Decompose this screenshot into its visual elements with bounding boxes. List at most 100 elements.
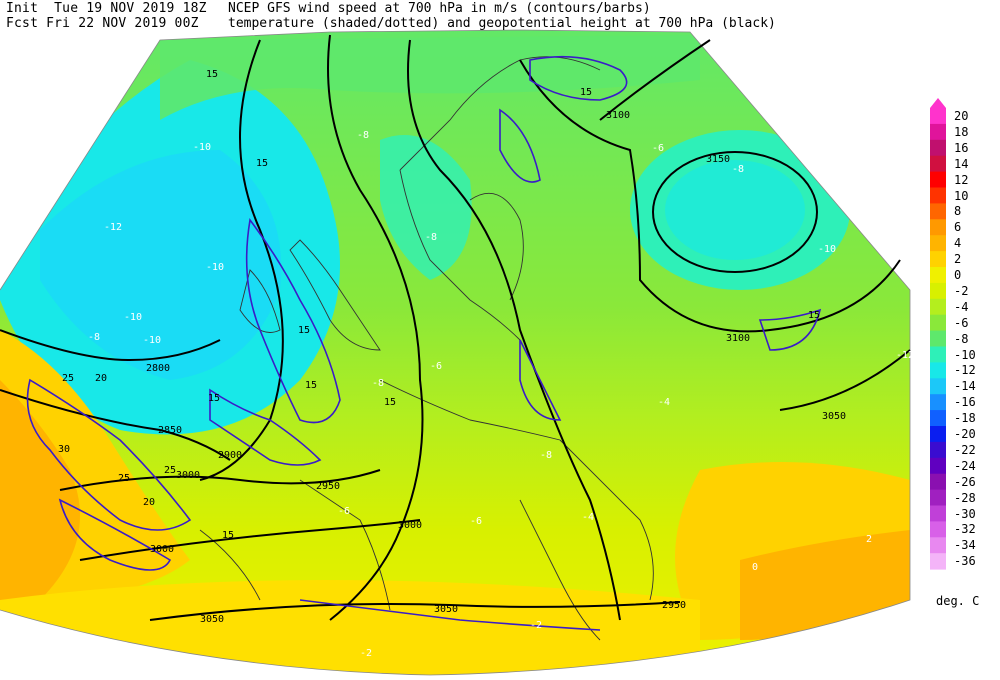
colorbar-level-label: 16: [954, 140, 969, 155]
temp-label: -10: [124, 312, 142, 323]
colorbar-level-label: -24: [954, 458, 976, 473]
temp-label: -2: [360, 648, 372, 659]
colorbar-level-label: -8: [954, 331, 969, 346]
map-subtitle: temperature (shaded/dotted) and geopoten…: [228, 16, 776, 31]
temp-label: -10: [193, 142, 211, 153]
colorbar-swatch: [930, 139, 946, 157]
height-label: 2850: [158, 425, 182, 436]
colorbar-level-label: -14: [954, 379, 976, 394]
colorbar-level-label: 8: [954, 204, 962, 219]
height-label: 3050: [434, 604, 458, 615]
colorbar-level-label: 4: [954, 236, 962, 251]
height-label: 2800: [146, 363, 170, 374]
colorbar-swatch: [930, 410, 946, 427]
colorbar-unit: deg. C: [936, 594, 980, 608]
colorbar-level-label: -34: [954, 538, 976, 553]
colorbar-swatch: [930, 314, 946, 332]
temp-label: -12: [896, 350, 914, 361]
colorbar-swatch: [930, 298, 946, 316]
colorbar-swatch: [930, 489, 946, 506]
colorbar-swatch: [930, 282, 946, 300]
colorbar-swatch: [930, 267, 946, 284]
colorbar-swatch: [930, 235, 946, 252]
colorbar-swatch: [930, 362, 946, 379]
temp-label: -4: [582, 512, 594, 523]
height-label: 2950: [662, 600, 686, 611]
colorbar-swatch: [930, 251, 946, 268]
colorbar-level-label: -28: [954, 490, 976, 505]
colorbar-level-label: 12: [954, 172, 969, 187]
coastlines: [199, 56, 654, 641]
height-label: 3100: [726, 333, 750, 344]
temp-label: -8: [425, 232, 437, 243]
colorbar-level-label: -20: [954, 427, 976, 441]
wind-label: 25: [164, 465, 176, 476]
height-label: 2950: [316, 481, 340, 492]
colorbar-swatch: [930, 123, 946, 141]
colorbar-swatch: [930, 441, 946, 459]
colorbar-level-label: -32: [954, 522, 976, 537]
colorbar-level-label: 20: [954, 109, 969, 123]
height-label: 3000: [398, 520, 422, 531]
colorbar-level-label: -10: [954, 347, 976, 362]
wind-contours: [26, 55, 822, 631]
colorbar-swatch: [930, 187, 946, 204]
wind-label: 15: [580, 87, 592, 98]
height-label: 2900: [218, 450, 242, 461]
temp-label: 0: [752, 562, 758, 573]
height-label: 3000: [150, 544, 174, 555]
height-label: 3050: [822, 411, 846, 422]
colorbar-swatch: [930, 457, 946, 475]
colorbar-level-label: 18: [954, 124, 969, 139]
colorbar-swatch: [930, 505, 946, 522]
wind-label: 15: [222, 530, 234, 541]
height-labels: 3100 3150 3100 3050 3000 2950 2900 2850 …: [146, 110, 846, 625]
temp-label: -6: [338, 506, 350, 517]
colorbar-swatch: [930, 521, 946, 538]
map-boundary: [0, 29, 911, 676]
wind-label: 20: [95, 373, 107, 384]
forecast-time: Fcst Fri 22 NOV 2019 00Z: [6, 16, 199, 31]
colorbar-level-label: -22: [954, 442, 976, 457]
height-label: 3050: [200, 614, 224, 625]
temp-label: -8: [357, 130, 369, 141]
colorbar-level-label: -26: [954, 474, 976, 489]
wind-label: 15: [808, 310, 820, 321]
colorbar-level-label: 14: [954, 156, 969, 171]
wind-label: 25: [118, 473, 130, 484]
height-label: 3000: [176, 470, 200, 481]
colorbar-level-label: -30: [954, 506, 976, 521]
colorbar-swatch: [930, 219, 946, 236]
colorbar-swatch: [930, 537, 946, 554]
temperature-labels: -12 -10 -10 -10 -8 -8 -8 -10 -6 -6 -8 -8…: [88, 130, 914, 659]
temp-label: -6: [652, 143, 664, 154]
colorbar-level-label: 0: [954, 268, 962, 282]
colorbar-level-label: -2: [954, 283, 969, 298]
wind-label: 15: [384, 397, 396, 408]
map-title: NCEP GFS wind speed at 700 hPa in m/s (c…: [228, 1, 651, 16]
colorbar-swatch: [930, 394, 946, 411]
wind-label: 15: [305, 380, 317, 391]
colorbar-level-label: -18: [954, 411, 976, 426]
temp-label: -12: [104, 222, 122, 233]
colorbar-level-label: -6: [954, 315, 969, 330]
temp-label: -8: [372, 378, 384, 389]
colorbar-level-label: -12: [954, 363, 976, 378]
wind-label: 15: [256, 158, 268, 169]
wind-label: 15: [298, 325, 310, 336]
init-time: Init Tue 19 NOV 2019 18Z: [6, 1, 207, 16]
colorbar-swatch: [930, 473, 946, 491]
colorbar-level-label: -16: [954, 395, 976, 410]
colorbar-level-label: 6: [954, 220, 962, 235]
temp-label: -10: [143, 335, 161, 346]
wind-labels: 15 15 15 15 15 15 15 15 15 25 20 25 20 2…: [58, 69, 820, 541]
temp-label: -6: [430, 361, 442, 372]
wind-label: 30: [58, 444, 70, 455]
colorbar-swatch: [930, 346, 946, 363]
colorbar-level-label: 10: [954, 188, 969, 203]
colorbar-swatch: [930, 203, 946, 220]
colorbar-swatch: [930, 330, 946, 347]
wind-label: 15: [206, 69, 218, 80]
